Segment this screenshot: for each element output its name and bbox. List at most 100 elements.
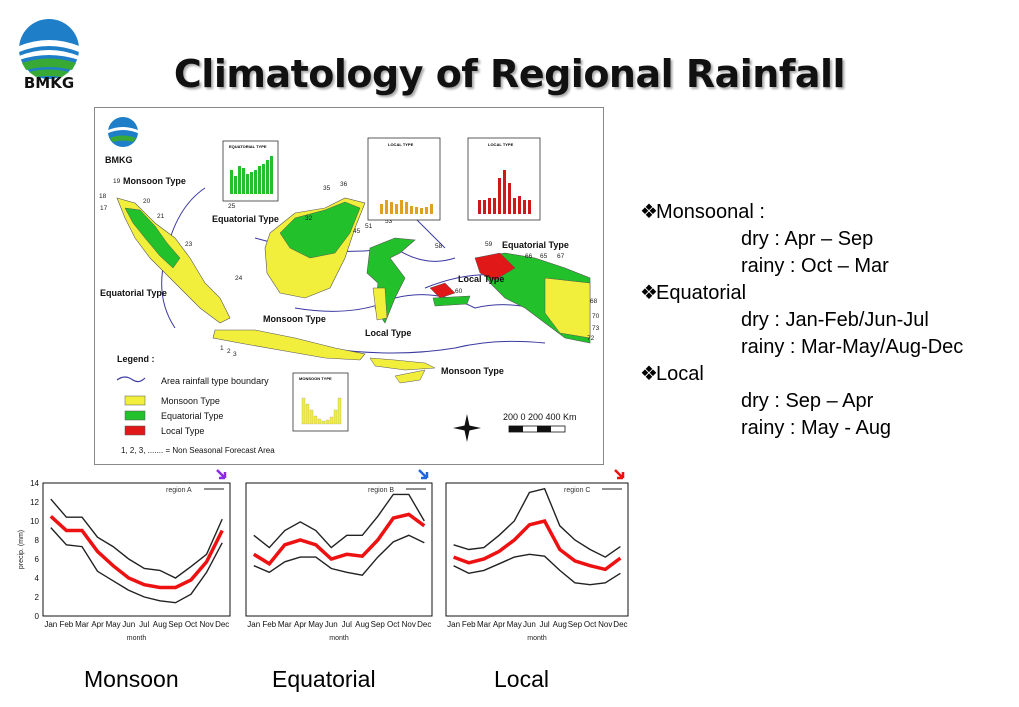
chart-0-ytick-7: 14 <box>30 479 39 488</box>
svg-text:17: 17 <box>100 205 108 212</box>
label-monsoon-c: Monsoon Type <box>263 314 326 324</box>
svg-text:66: 66 <box>525 253 533 260</box>
chart-0-ytick-3: 6 <box>35 555 40 564</box>
label-local-papua: Local Type <box>458 274 504 284</box>
bmkg-logo-icon <box>19 19 79 79</box>
scale-label: 200 0 200 400 Km <box>503 412 577 422</box>
svg-text:53: 53 <box>385 218 393 225</box>
svg-text:25: 25 <box>228 203 236 210</box>
chart-0-xtick-7: Aug <box>153 620 167 629</box>
chart-2-xtick-4: May <box>507 620 522 629</box>
desc-line-5: rainy : Mar-May/Aug-Dec <box>741 336 964 358</box>
chart-1-arrow-icon <box>418 469 429 480</box>
legend-monsoon-swatch <box>124 395 146 406</box>
chart-1-xlabel: month <box>329 635 349 642</box>
inset-title-local-2: LOCAL TYPE <box>488 142 514 147</box>
island-papua-south <box>544 277 591 339</box>
chart-2-xlabel: month <box>527 635 547 642</box>
svg-text:68: 68 <box>590 298 598 305</box>
desc-line-6: ❖Local <box>640 361 1010 388</box>
svg-text:45: 45 <box>353 228 361 235</box>
svg-text:65: 65 <box>540 253 548 260</box>
chart-0-xtick-2: Mar <box>75 620 89 629</box>
chart-2-xtick-2: Mar <box>477 620 491 629</box>
legend-equatorial-label: Equatorial Type <box>161 411 223 421</box>
chart-0-ytick-1: 2 <box>35 593 40 602</box>
svg-text:58: 58 <box>435 243 443 250</box>
svg-text:70: 70 <box>592 313 600 320</box>
chart-1-xtick-1: Feb <box>262 620 276 629</box>
chart-0-legend: region A <box>166 487 192 494</box>
chart-1-series-1 <box>252 512 426 567</box>
svg-text:18: 18 <box>99 193 107 200</box>
page-title: Climatology of Regional Rainfall <box>173 52 846 96</box>
island-sulawesi <box>366 237 416 324</box>
svg-text:72: 72 <box>587 335 595 342</box>
chart-1-series-0 <box>253 493 425 549</box>
island-sulawesi-south <box>372 287 388 321</box>
chart-0-xtick-1: Feb <box>59 620 73 629</box>
legend-boundary-label: Area rainfall type boundary <box>161 376 269 386</box>
map-logo-text: BMKG <box>105 155 133 165</box>
desc-line-8: rainy : May - Aug <box>741 417 892 439</box>
map-svg: BMKG 19 18 17 20 21 23 24 25 32 35 36 45 51 53 58 … <box>99 117 600 455</box>
desc-line-0: ❖Monsoonal : <box>640 199 1010 226</box>
island-java <box>212 329 366 361</box>
inset-monsoon: MONSOON TYPE <box>292 372 349 432</box>
chart-2-legend: region C <box>564 487 590 494</box>
svg-text:1: 1 <box>220 345 224 352</box>
chart-0-series-0 <box>50 498 223 579</box>
legend-boundary-swatch <box>116 376 146 383</box>
svg-text:59: 59 <box>485 241 493 248</box>
chart-0-xtick-11: Dec <box>215 620 229 629</box>
chart-2-xtick-0: Jan <box>447 620 460 629</box>
chart-1-xtick-3: Apr <box>294 620 307 629</box>
legend-monsoon-label: Monsoon Type <box>161 396 220 406</box>
desc-line-4: dry : Jan-Feb/Jun-Jul <box>741 309 929 331</box>
desc-line-1: dry : Apr – Sep <box>741 228 874 250</box>
chart-0-xtick-8: Sep <box>168 620 183 629</box>
svg-text:73: 73 <box>592 325 600 332</box>
chart-0-series-2 <box>50 527 223 604</box>
svg-text:51: 51 <box>365 223 373 230</box>
chart-0-ylabel: precip. (mm) <box>18 530 25 569</box>
label-local-sulawesi: Local Type <box>365 328 411 338</box>
chart-0-frame <box>42 482 231 617</box>
chart-2-xtick-8: Sep <box>568 620 583 629</box>
svg-text:21: 21 <box>157 213 165 220</box>
chart-0-ytick-6: 12 <box>30 498 39 507</box>
label-monsoon-nw: Monsoon Type <box>123 176 186 186</box>
map-bmkg-logo-icon <box>108 117 138 147</box>
chart-0-xtick-6: Jul <box>139 620 149 629</box>
desc-line-3: ❖Equatorial <box>640 280 1010 307</box>
svg-text:2: 2 <box>227 348 231 355</box>
chart-2-xtick-9: Oct <box>584 620 597 629</box>
chart-0-series-1 <box>49 515 224 590</box>
logo-text: BMKG <box>23 74 75 92</box>
scale-bar <box>508 425 566 433</box>
chart-2-frame <box>445 482 629 617</box>
diamond-bullet-icon: ❖ <box>640 363 658 385</box>
chart-0-ytick-0: 0 <box>35 612 40 621</box>
chart-2-xtick-10: Nov <box>598 620 612 629</box>
chart-2-xtick-5: Jun <box>523 620 536 629</box>
chart-1-xtick-10: Nov <box>402 620 416 629</box>
chart-0-xtick-9: Oct <box>185 620 198 629</box>
diamond-bullet-icon: ❖ <box>640 282 658 304</box>
svg-text:32: 32 <box>305 215 313 222</box>
svg-text:36: 36 <box>340 181 348 188</box>
chart-1-xtick-8: Sep <box>371 620 386 629</box>
chart-1-xtick-9: Oct <box>387 620 400 629</box>
chart-0-arrow-icon <box>216 469 227 480</box>
chart-0-ytick-2: 4 <box>35 574 40 583</box>
chart-2-xtick-1: Feb <box>462 620 476 629</box>
chart-2-xtick-7: Aug <box>553 620 567 629</box>
chart-0-xtick-10: Nov <box>200 620 214 629</box>
label-equatorial-e: Equatorial Type <box>502 240 569 250</box>
island-timor <box>394 369 426 384</box>
chart-1-xtick-11: Dec <box>417 620 431 629</box>
inset-local-2: LOCAL TYPE <box>467 137 541 221</box>
chart-0-ytick-4: 8 <box>35 536 40 545</box>
island-sumatra-equatorial <box>124 207 181 269</box>
